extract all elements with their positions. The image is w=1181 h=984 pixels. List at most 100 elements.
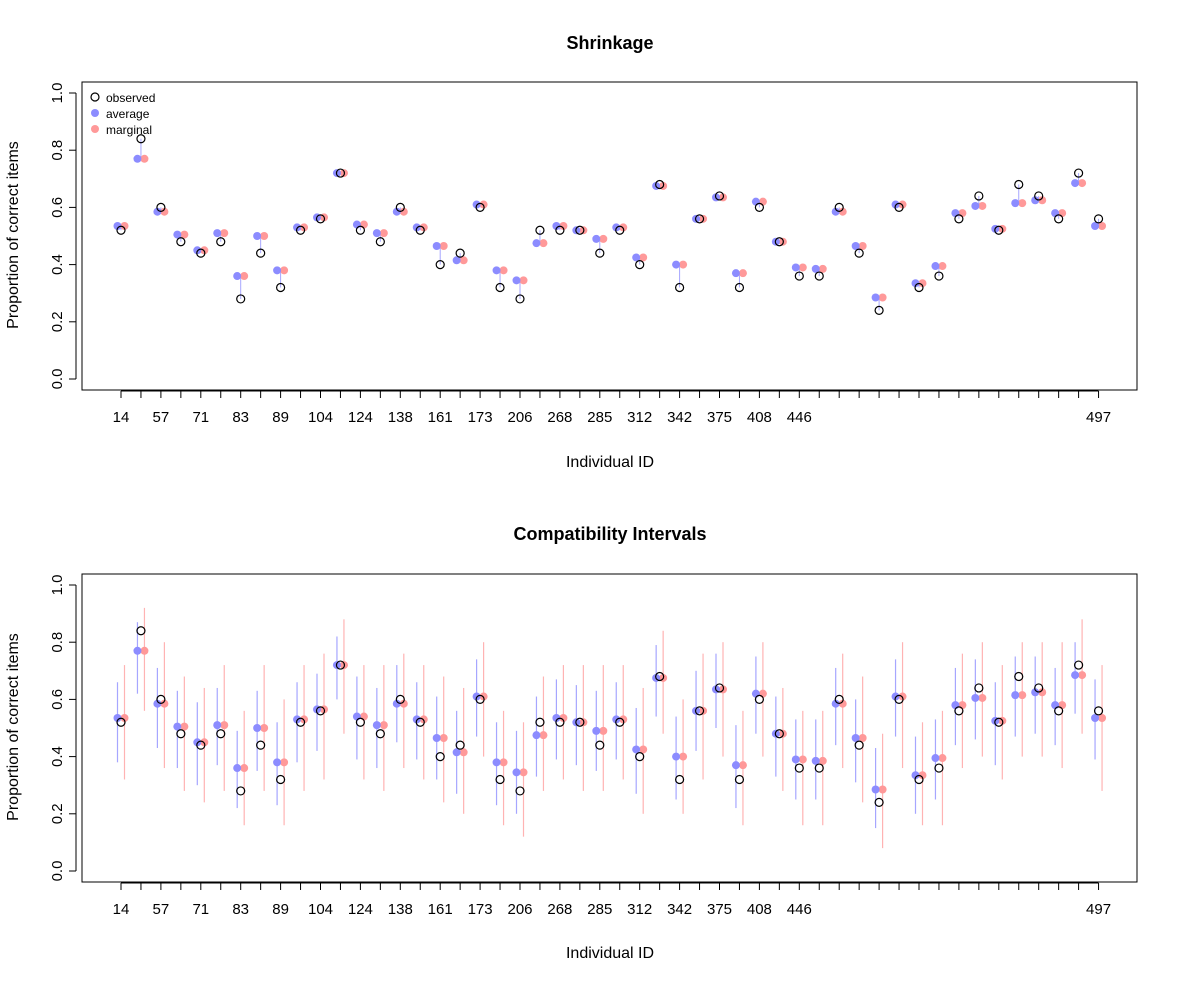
observed-point [615, 717, 625, 727]
average-point [253, 232, 262, 240]
observed-point [994, 225, 1004, 235]
observed-point [375, 237, 385, 247]
marginal-point [280, 758, 289, 767]
marginal-point [599, 726, 608, 735]
marginal-point [260, 724, 269, 732]
marginal-point [798, 755, 807, 764]
marginal-point [1098, 221, 1107, 230]
observed-point [854, 740, 864, 750]
shrinkage-panel: Shrinkage Individual ID Proportion of co… [5, 33, 1138, 471]
marginal-point [679, 260, 688, 269]
marginal-point [938, 262, 947, 271]
marginal-point [379, 721, 388, 730]
marginal-point [459, 256, 468, 265]
marginal-point [399, 207, 408, 216]
marginal-point [519, 768, 528, 777]
marginal-point [918, 279, 927, 288]
marginal-point [140, 646, 149, 655]
average-point [213, 229, 222, 238]
y-tick-label: 0.8 [49, 632, 66, 653]
observed-point [1034, 191, 1044, 201]
marginal-point [160, 207, 169, 216]
average-point [452, 256, 461, 265]
x-tick-label: 124 [348, 409, 373, 426]
marginal-point [280, 266, 289, 275]
x-tick-label: 497 [1086, 409, 1111, 426]
average-point [392, 207, 401, 216]
y-axis-label: Proportion of correct items [5, 633, 22, 821]
y-tick-label: 0.0 [49, 861, 66, 882]
marginal-point [679, 752, 688, 761]
marginal-point [220, 721, 229, 730]
observed-point [954, 214, 964, 224]
average-point [592, 234, 601, 243]
average-point [133, 154, 142, 163]
marginal-point [798, 263, 807, 272]
observed-point [415, 225, 425, 235]
average-point [512, 276, 521, 285]
x-tick-label: 206 [507, 901, 532, 918]
marginal-point [738, 761, 747, 770]
observed-point [754, 202, 765, 212]
y-tick-label: 0.6 [49, 197, 66, 218]
x-tick-label: 285 [587, 409, 612, 426]
average-point [871, 293, 880, 302]
y-tick-label: 0.6 [49, 689, 66, 710]
y-tick-label: 0.2 [49, 803, 66, 824]
average-point [492, 266, 501, 275]
plot-frame [81, 81, 1138, 391]
marginal-point [639, 253, 648, 262]
marginal-point [1078, 179, 1087, 188]
observed-point [714, 683, 725, 693]
marginal-point [878, 785, 887, 794]
observed-point [595, 248, 605, 258]
observed-point [375, 729, 385, 739]
average-point [133, 646, 142, 655]
average-point [1031, 688, 1040, 697]
x-tick-label: 138 [388, 409, 413, 426]
x-tick-label: 446 [787, 901, 812, 918]
average-point [911, 771, 920, 780]
marginal-point [639, 745, 648, 754]
marginal-point [838, 207, 847, 216]
x-tick-label: 312 [627, 409, 652, 426]
observed-point [774, 237, 784, 247]
x-tick-label: 268 [547, 409, 572, 426]
average-point [372, 229, 381, 238]
x-tick-label: 71 [192, 901, 209, 918]
observed-point [295, 225, 306, 235]
y-axis-label: Proportion of correct items [5, 141, 22, 329]
observed-point [1073, 660, 1084, 670]
x-tick-label: 14 [113, 409, 130, 426]
average-point [911, 279, 920, 288]
observed-point [335, 660, 346, 670]
average-point [233, 272, 242, 281]
x-axis-label: Individual ID [566, 454, 654, 471]
average-point [731, 761, 740, 770]
x-tick-label: 342 [667, 901, 692, 918]
x-tick-label: 14 [113, 901, 130, 918]
marginal-point [240, 272, 249, 281]
x-axis-label: Individual ID [566, 945, 654, 962]
observed-point [535, 717, 545, 727]
observed-point [854, 248, 864, 258]
observed-point [435, 751, 445, 762]
marginal-point [220, 229, 229, 238]
observed-point [974, 191, 984, 201]
observed-point [914, 774, 924, 785]
observed-point [116, 717, 126, 727]
observed-point [834, 694, 844, 705]
observed-point [1014, 179, 1024, 190]
x-tick-label: 104 [308, 901, 333, 918]
observed-point [1093, 706, 1104, 716]
observed-point [1014, 671, 1024, 682]
observed-point [256, 248, 266, 258]
x-tick-label: 446 [787, 409, 812, 426]
observed-point [1093, 214, 1104, 224]
observed-point [315, 706, 326, 716]
panel-title: Shrinkage [566, 33, 653, 53]
observed-point [1054, 706, 1064, 716]
x-tick-label: 312 [627, 901, 652, 918]
observed-point [276, 282, 286, 293]
observed-point [994, 717, 1004, 727]
